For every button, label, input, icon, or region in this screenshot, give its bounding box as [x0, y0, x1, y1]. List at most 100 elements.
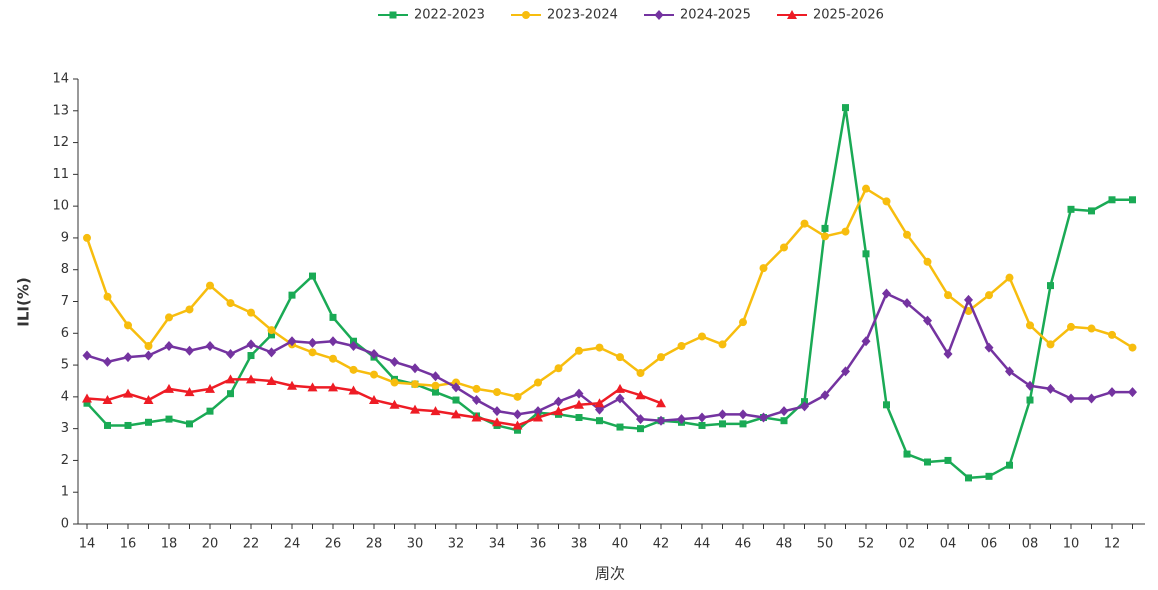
marker	[225, 374, 236, 384]
marker	[677, 342, 686, 350]
marker	[185, 305, 194, 314]
marker	[1025, 380, 1035, 391]
x-tick-label: 02	[899, 537, 916, 552]
legend-label: 2022-2023	[414, 8, 485, 23]
marker	[635, 390, 646, 400]
marker	[759, 264, 768, 273]
marker	[883, 401, 890, 409]
marker	[800, 219, 809, 228]
marker	[143, 395, 154, 405]
marker	[329, 313, 337, 321]
marker	[390, 356, 399, 367]
marker	[533, 406, 543, 417]
marker	[636, 414, 645, 425]
marker	[759, 412, 768, 423]
marker	[656, 398, 666, 408]
y-tick-label: 6	[61, 326, 69, 341]
y-tick-label: 2	[61, 453, 69, 468]
marker	[226, 299, 235, 308]
marker	[965, 474, 972, 482]
x-tick-label: 26	[325, 537, 342, 552]
series-line	[85, 187, 1134, 399]
marker	[102, 395, 113, 405]
marker	[268, 331, 275, 339]
marker	[267, 347, 276, 358]
marker	[697, 412, 707, 423]
marker	[389, 11, 397, 19]
marker	[698, 421, 706, 429]
marker	[902, 298, 912, 309]
marker	[718, 409, 727, 420]
marker	[145, 418, 152, 426]
marker	[575, 414, 583, 422]
x-tick-label: 42	[653, 537, 670, 552]
marker	[615, 393, 625, 404]
y-tick-label: 1	[61, 485, 69, 500]
marker	[308, 348, 317, 357]
marker	[451, 409, 461, 419]
marker	[247, 308, 255, 317]
marker	[1108, 196, 1116, 204]
marker	[1006, 461, 1013, 469]
marker	[247, 352, 255, 360]
marker	[787, 10, 797, 19]
marker	[882, 197, 891, 206]
marker	[1046, 383, 1055, 394]
x-tick-label: 50	[817, 537, 834, 552]
marker	[862, 250, 870, 258]
y-tick-label: 10	[52, 199, 69, 214]
marker	[821, 232, 829, 241]
marker	[841, 366, 850, 377]
marker	[719, 420, 726, 428]
marker	[677, 414, 686, 425]
marker	[615, 383, 625, 393]
y-tick-label: 4	[61, 389, 69, 404]
marker	[1026, 321, 1034, 330]
marker	[472, 395, 481, 406]
marker	[349, 365, 358, 374]
marker	[862, 184, 870, 193]
legend-label: 2023-2024	[547, 8, 618, 23]
marker	[779, 406, 789, 417]
x-tick-label: 40	[612, 537, 629, 552]
marker	[431, 381, 440, 390]
marker	[452, 396, 460, 404]
marker	[1107, 387, 1117, 398]
marker	[185, 345, 194, 356]
x-tick-label: 12	[1104, 537, 1121, 552]
marker	[348, 385, 359, 395]
marker	[616, 353, 624, 362]
marker	[654, 10, 664, 20]
marker	[432, 388, 439, 396]
marker	[186, 420, 193, 428]
y-tick-label: 13	[52, 103, 69, 118]
marker	[985, 472, 993, 480]
marker	[1005, 273, 1014, 282]
marker	[514, 426, 521, 434]
marker	[165, 415, 173, 423]
marker	[287, 336, 297, 347]
marker	[1128, 387, 1137, 398]
marker	[944, 456, 952, 464]
marker	[369, 395, 379, 405]
marker	[964, 294, 973, 305]
legend-item: 2025-2026	[777, 8, 884, 23]
marker	[739, 420, 747, 428]
marker	[103, 356, 112, 367]
marker	[780, 417, 788, 425]
x-tick-label: 28	[366, 537, 383, 552]
y-tick-label: 12	[52, 135, 69, 150]
marker	[595, 343, 604, 352]
marker	[739, 318, 747, 327]
x-tick-label: 18	[161, 537, 178, 552]
marker	[1129, 196, 1136, 204]
marker	[882, 288, 891, 299]
marker	[390, 378, 399, 387]
y-tick-label: 8	[61, 262, 69, 277]
x-tick-label: 06	[981, 537, 998, 552]
x-axis-label: 周次	[595, 565, 625, 583]
marker	[533, 412, 543, 422]
marker	[1067, 205, 1075, 213]
legend-label: 2024-2025	[680, 8, 751, 23]
